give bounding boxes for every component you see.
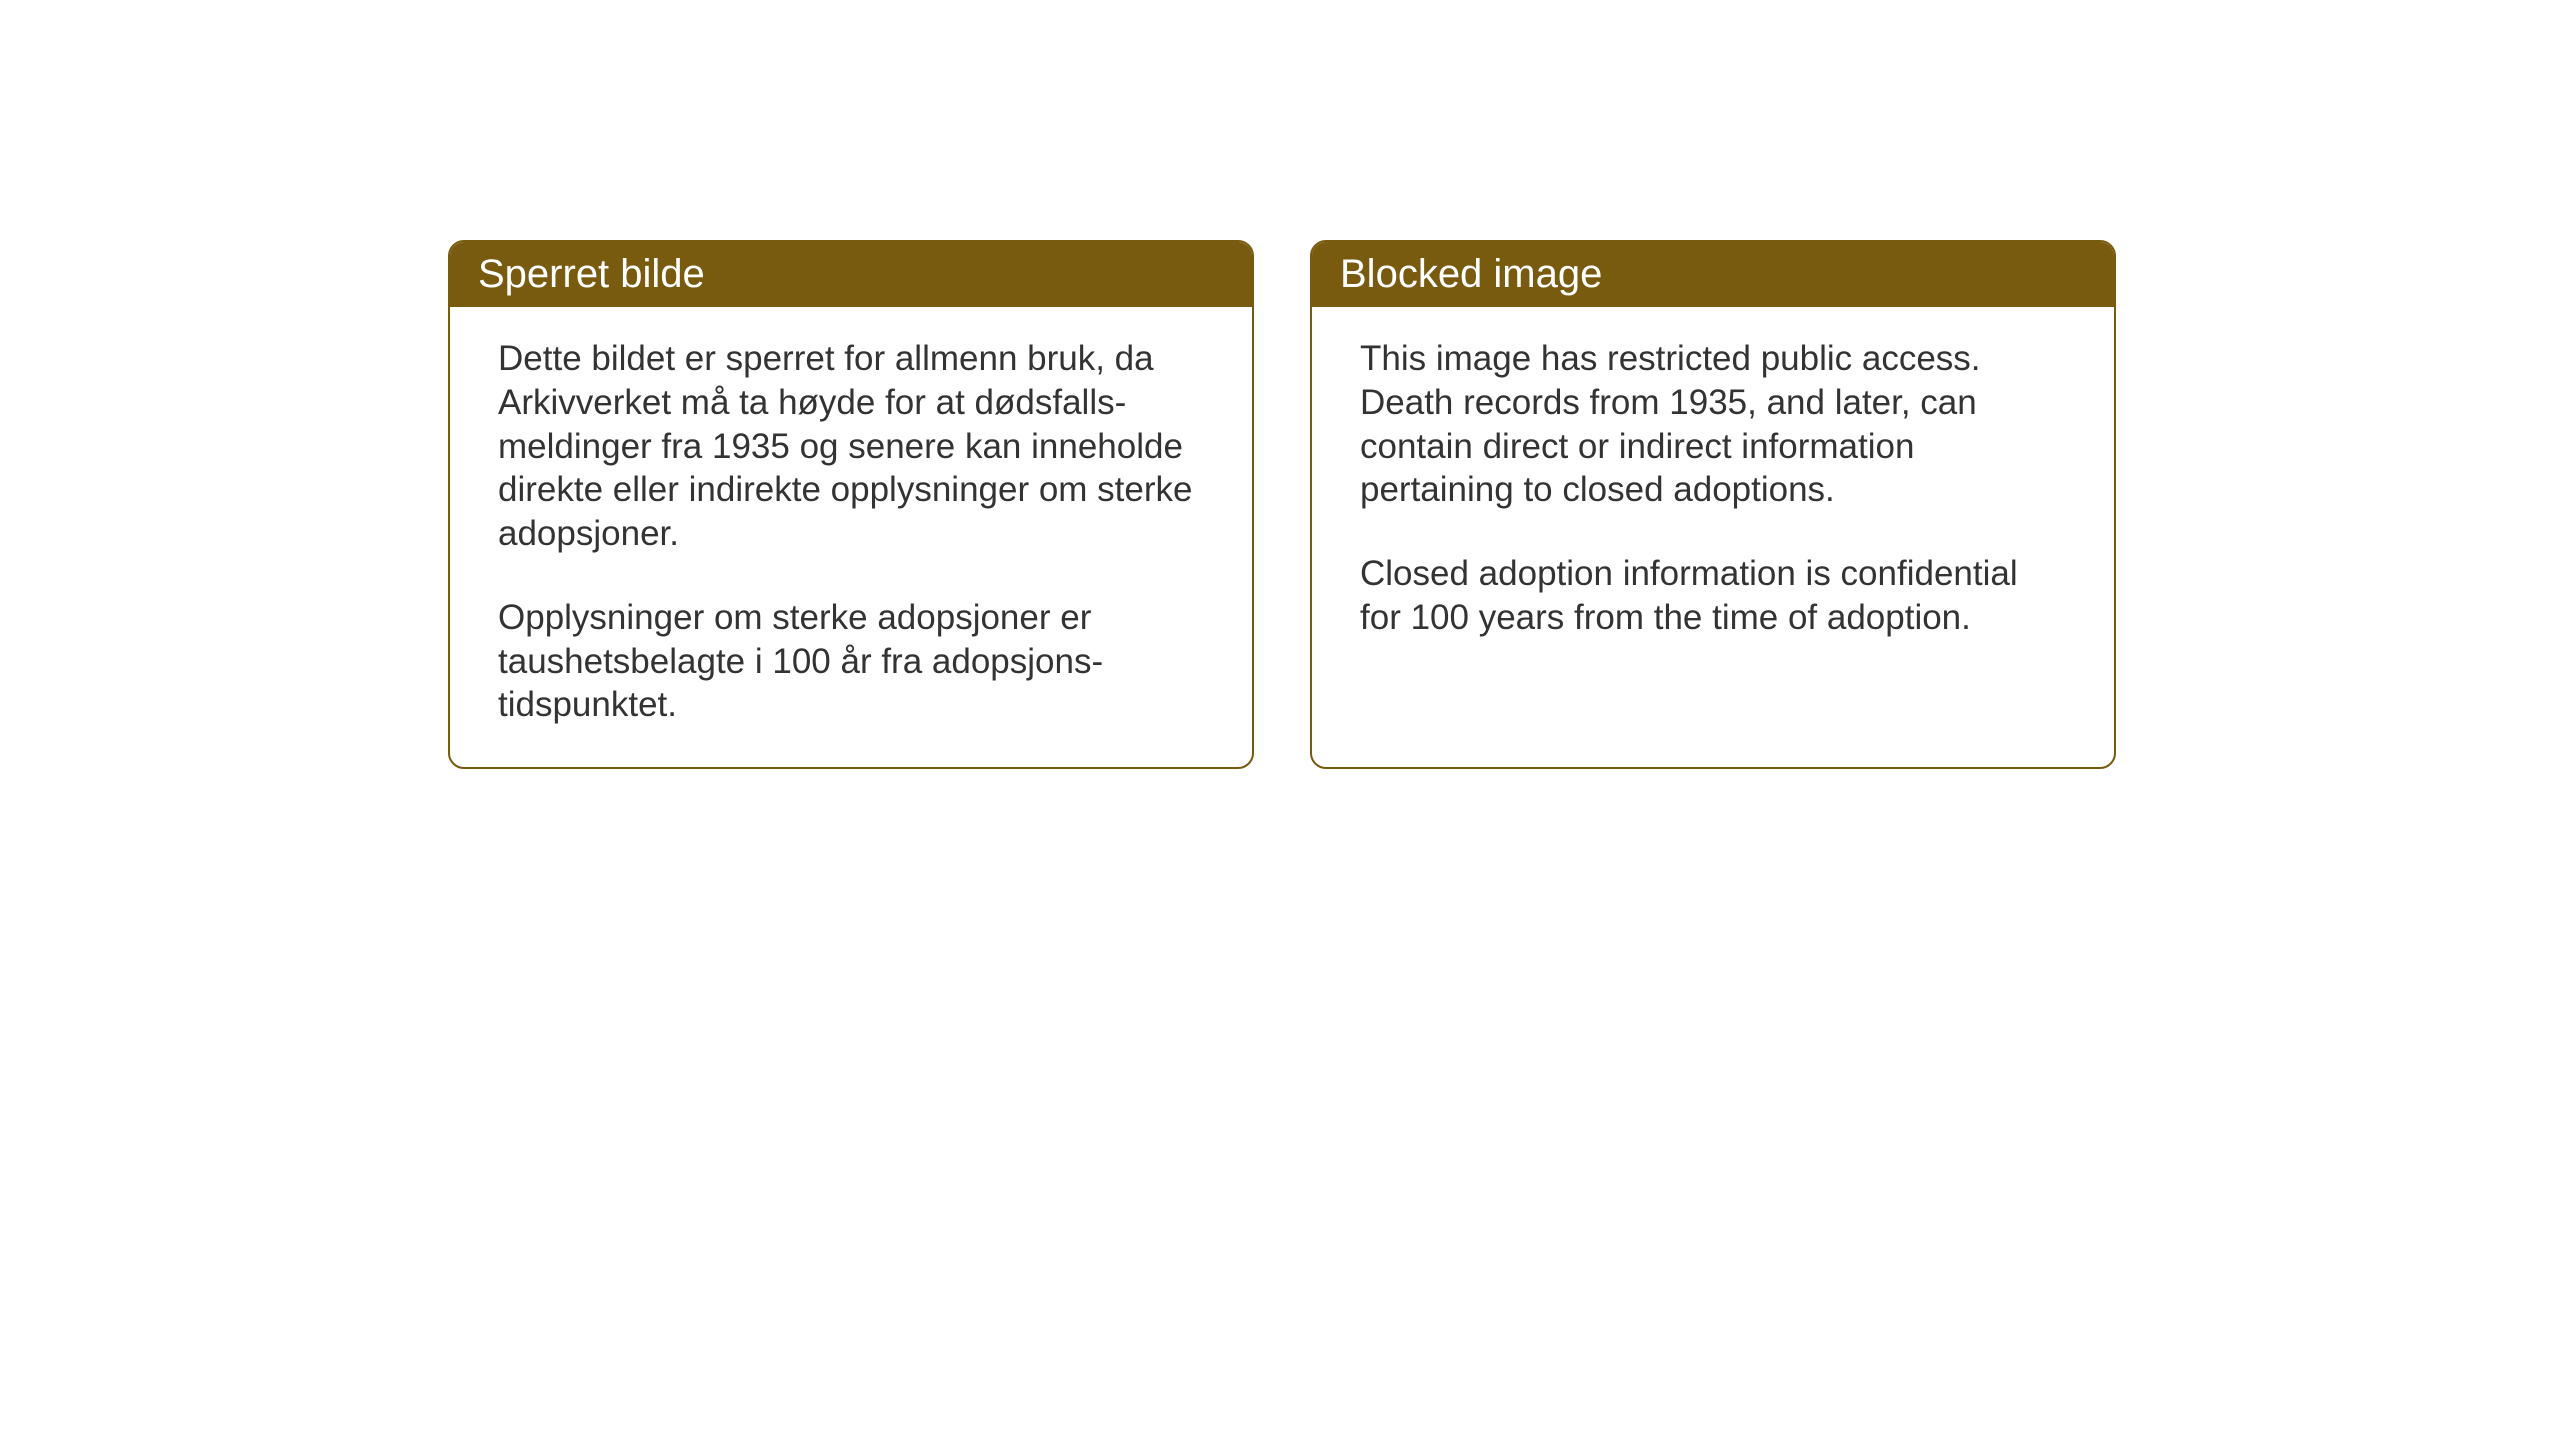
norwegian-card-title: Sperret bilde — [450, 242, 1252, 307]
notice-container: Sperret bilde Dette bildet er sperret fo… — [448, 240, 2116, 769]
norwegian-paragraph-2: Opplysninger om sterke adopsjoner er tau… — [498, 596, 1204, 727]
norwegian-notice-card: Sperret bilde Dette bildet er sperret fo… — [448, 240, 1254, 769]
english-notice-card: Blocked image This image has restricted … — [1310, 240, 2116, 769]
english-card-body: This image has restricted public access.… — [1312, 307, 2114, 680]
english-card-title: Blocked image — [1312, 242, 2114, 307]
norwegian-card-body: Dette bildet er sperret for allmenn bruk… — [450, 307, 1252, 767]
english-paragraph-1: This image has restricted public access.… — [1360, 337, 2066, 512]
norwegian-paragraph-1: Dette bildet er sperret for allmenn bruk… — [498, 337, 1204, 556]
english-paragraph-2: Closed adoption information is confident… — [1360, 552, 2066, 640]
